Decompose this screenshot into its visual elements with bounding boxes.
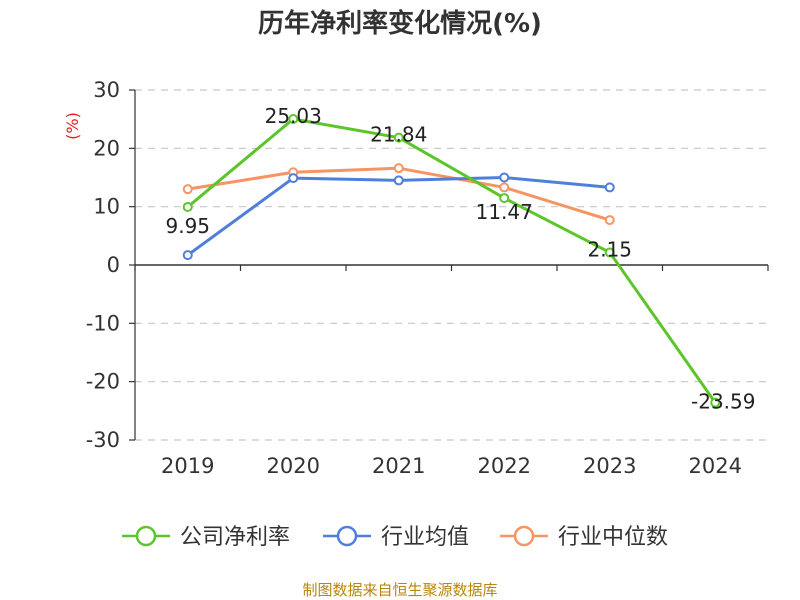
series-line (186, 176, 610, 257)
axes (129, 89, 769, 441)
legend-marker-icon (336, 525, 358, 547)
data-label: 21.84 (370, 123, 427, 147)
y-tick-label: -30 (86, 428, 120, 452)
y-axis-label: (%) (63, 112, 82, 140)
data-point[interactable] (182, 184, 193, 195)
legend-item[interactable]: 行业中位数 (500, 525, 668, 550)
series-line (186, 117, 717, 404)
series (182, 113, 721, 408)
x-tick-labels: 2019 2020 2021 2022 2023 2024 (161, 454, 742, 478)
y-tick-label: 30 (93, 78, 120, 102)
y-tick-label: 20 (93, 136, 120, 160)
x-tick-label: 2020 (267, 454, 320, 478)
data-point[interactable] (182, 201, 193, 212)
data-point[interactable] (182, 250, 193, 261)
data-point[interactable] (604, 247, 615, 258)
legend-label: 行业均值 (381, 525, 469, 550)
legend[interactable]: 公司净利率 行业均值 行业中位数 (122, 525, 668, 550)
y-tick-label: -20 (86, 370, 120, 394)
data-label: 11.47 (476, 200, 533, 224)
data-point[interactable] (499, 172, 510, 183)
x-tick-label: 2021 (372, 454, 425, 478)
legend-label: 行业中位数 (558, 525, 668, 550)
data-label: 2.15 (587, 237, 632, 261)
grid (135, 89, 768, 441)
x-tick-label: 2023 (583, 454, 636, 478)
data-point[interactable] (710, 397, 721, 408)
data-point[interactable] (499, 182, 510, 193)
data-point[interactable] (499, 193, 510, 204)
data-point[interactable] (604, 215, 615, 226)
legend-label: 公司净利率 (180, 525, 290, 550)
data-point[interactable] (288, 113, 299, 124)
y-tick-labels: -30 -20 -10 0 10 20 30 (86, 78, 120, 452)
y-tick-label: 10 (93, 195, 120, 219)
data-label: 25.03 (265, 104, 322, 128)
source-note: 制图数据来自恒生聚源数据库 (302, 581, 497, 599)
y-tick-label: 0 (107, 253, 120, 277)
x-tick-label: 2022 (478, 454, 531, 478)
chart-title: 历年净利率变化情况(%) (258, 8, 542, 39)
legend-marker-icon (135, 525, 157, 547)
legend-item[interactable]: 公司净利率 (122, 525, 290, 550)
data-point[interactable] (393, 132, 404, 143)
legend-marker-icon (513, 525, 535, 547)
data-point[interactable] (393, 163, 404, 174)
data-point[interactable] (393, 175, 404, 186)
data-point[interactable] (288, 173, 299, 184)
y-tick-label: -10 (86, 311, 120, 335)
data-label: -23.59 (691, 390, 755, 414)
x-tick-label: 2019 (161, 454, 214, 478)
data-point[interactable] (604, 182, 615, 193)
data-labels: 9.95 25.03 21.84 11.47 2.15 -23.59 (165, 104, 755, 414)
legend-item[interactable]: 行业均值 (323, 525, 469, 550)
data-label: 9.95 (165, 214, 210, 238)
x-tick-label: 2024 (689, 454, 742, 478)
